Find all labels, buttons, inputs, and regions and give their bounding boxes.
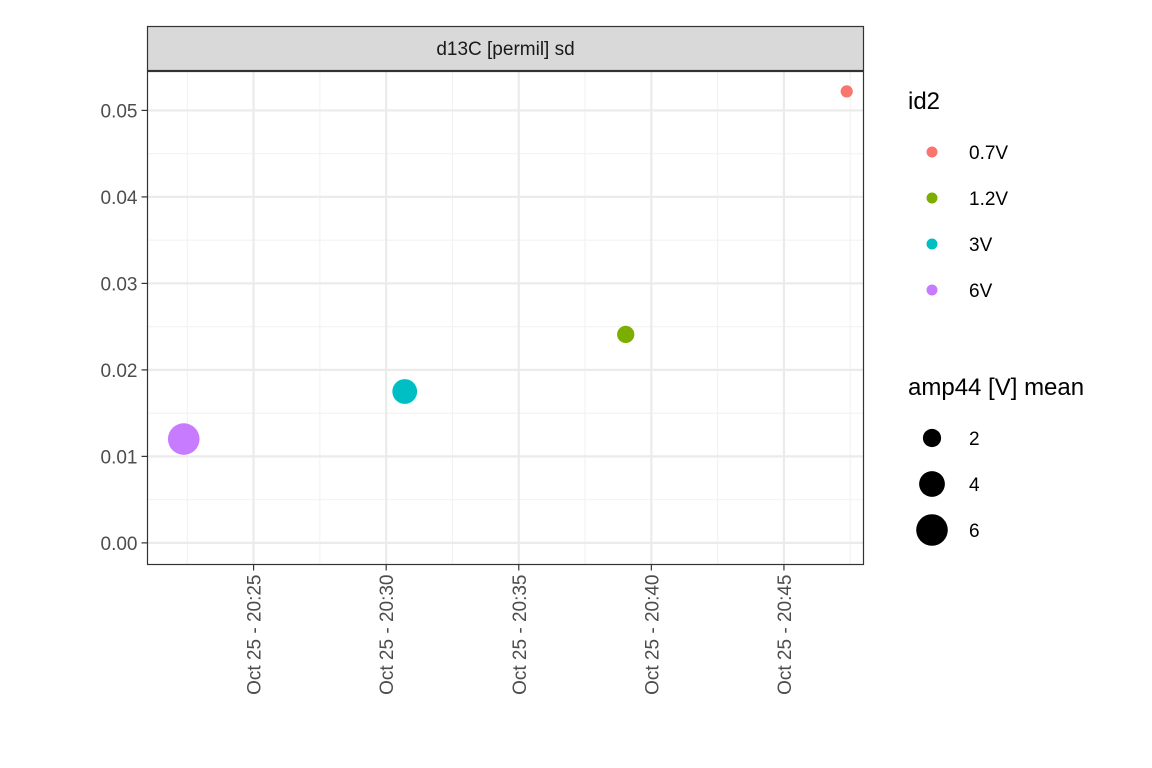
- color-legend-key: [926, 146, 938, 158]
- facet-strip-background: [146, 25, 865, 72]
- size-legend-label: 4: [969, 475, 980, 496]
- minor-gridlines: [147, 71, 864, 565]
- data-point-6v: [167, 423, 200, 455]
- color-legend-label: 0.7V: [969, 143, 1008, 164]
- color-legend-key: [926, 284, 938, 296]
- y-tick-label: 0.04: [101, 188, 138, 209]
- major-gridlines: [147, 71, 864, 565]
- y-axis: 0.00 0.01 0.02 0.03 0.04 0.05: [101, 101, 148, 555]
- x-axis: Oct 25 - 20:25 Oct 25 - 20:30 Oct 25 - 20:…: [245, 564, 796, 695]
- x-tick-label: Oct 25 - 20:30: [377, 575, 398, 695]
- size-legend-key: [919, 471, 945, 497]
- facet-strip: d13C [permil] sd: [146, 25, 865, 72]
- y-tick-label: 0.02: [101, 361, 138, 382]
- size-legend-key: [916, 514, 948, 546]
- data-point-0-7v: [840, 85, 853, 98]
- data-point-1-2v: [617, 325, 635, 344]
- color-legend-label: 3V: [969, 235, 993, 256]
- y-tick-label: 0.00: [101, 534, 138, 555]
- data-points: [167, 85, 853, 455]
- size-legend-key: [922, 428, 942, 448]
- size-legend-label: 6: [969, 521, 980, 542]
- size-legend-title: amp44 [V] mean: [908, 374, 1084, 401]
- size-legend: amp44 [V] mean 2 4 6: [908, 374, 1084, 546]
- x-tick-label: Oct 25 - 20:45: [775, 575, 796, 695]
- data-point-3v: [392, 379, 418, 404]
- x-tick-label: Oct 25 - 20:25: [245, 575, 266, 695]
- color-legend-title: id2: [908, 88, 940, 115]
- y-tick-label: 0.01: [101, 447, 138, 468]
- panel-background: [147, 71, 864, 565]
- size-legend-label: 2: [969, 429, 980, 450]
- color-legend: id2 0.7V 1.2V 3V 6V: [908, 88, 1008, 302]
- color-legend-key: [926, 238, 938, 250]
- x-tick-label: Oct 25 - 20:40: [642, 575, 663, 695]
- plot-panel: [146, 70, 865, 566]
- color-legend-label: 6V: [969, 281, 993, 302]
- color-legend-key: [926, 192, 938, 204]
- facet-strip-label: d13C [permil] sd: [436, 39, 574, 60]
- x-tick-label: Oct 25 - 20:35: [510, 575, 531, 695]
- y-tick-label: 0.05: [101, 101, 138, 122]
- color-legend-label: 1.2V: [969, 189, 1008, 210]
- panel-border: [146, 70, 865, 566]
- y-tick-label: 0.03: [101, 274, 138, 295]
